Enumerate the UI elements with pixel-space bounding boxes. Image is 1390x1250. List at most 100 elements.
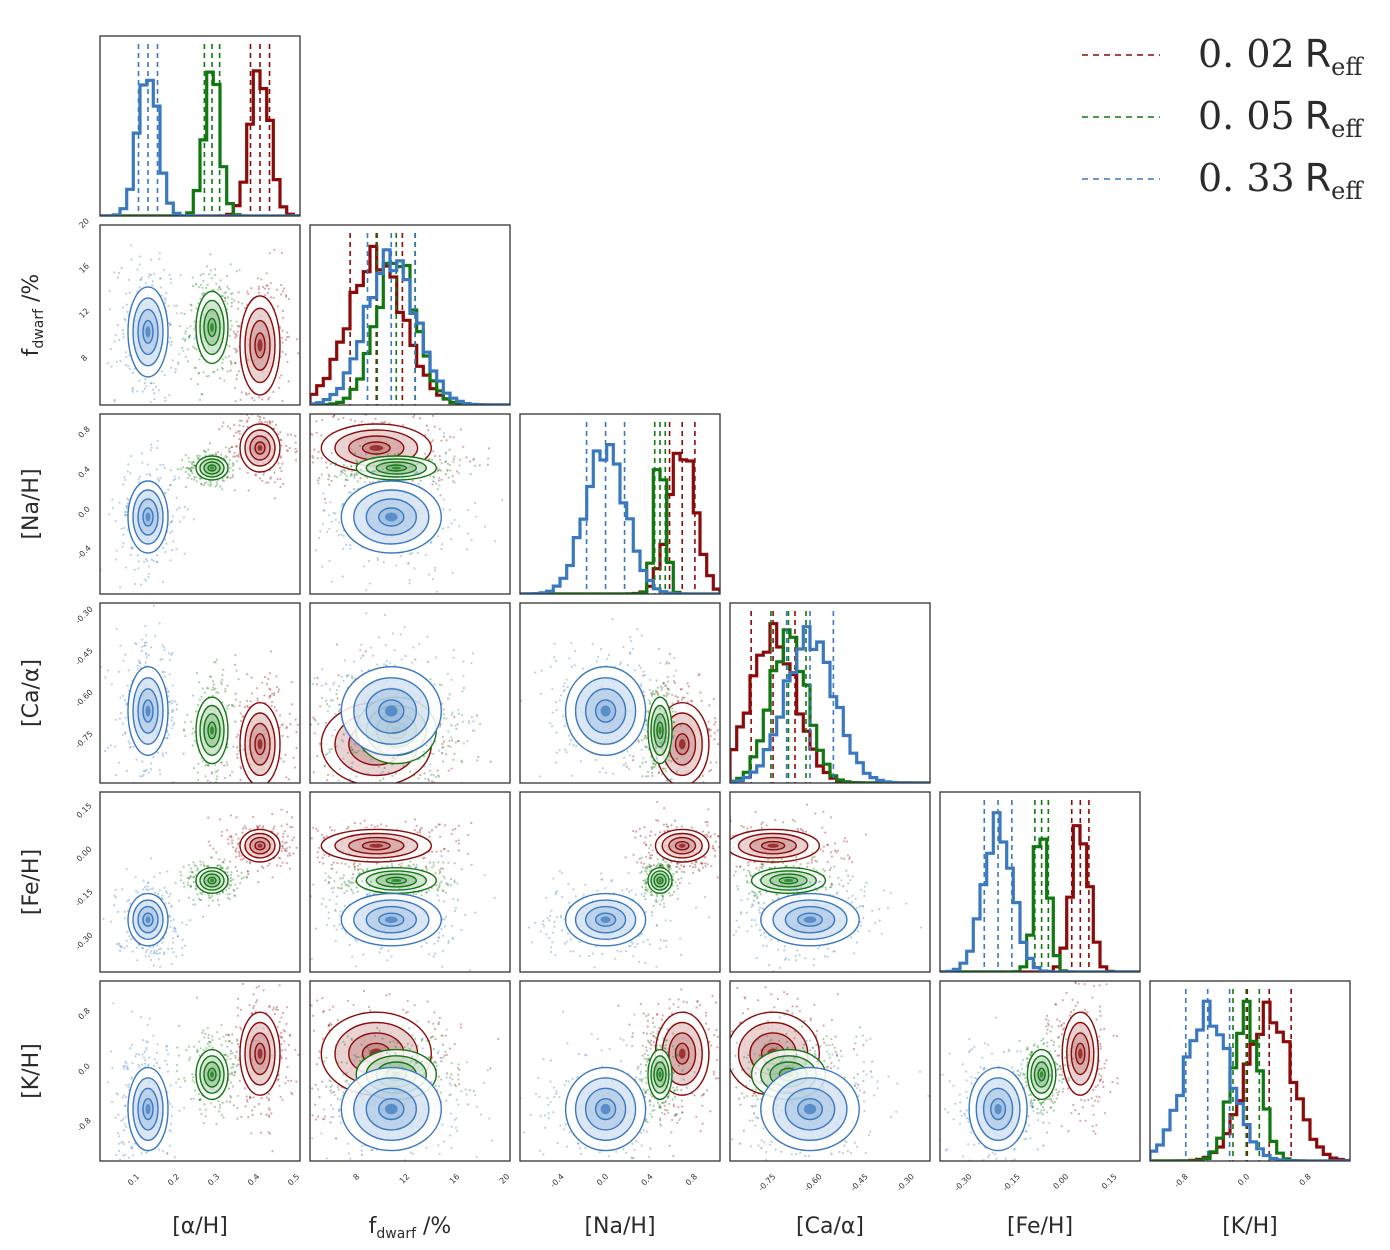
- scatter-point: [661, 686, 664, 690]
- scatter-point: [144, 378, 147, 381]
- y-tick-label: -0.30: [74, 605, 95, 626]
- scatter-point: [540, 669, 544, 672]
- scatter-point: [657, 647, 660, 650]
- scatter-point: [413, 567, 416, 570]
- scatter-point: [326, 703, 329, 706]
- scatter-point: [650, 766, 653, 769]
- scatter-point: [380, 421, 383, 424]
- contour-core: [210, 322, 214, 332]
- scatter-point: [268, 687, 271, 690]
- scatter-point: [413, 472, 416, 475]
- scatter-point: [233, 705, 236, 708]
- contour-core: [369, 445, 384, 451]
- panel-content: [102, 808, 298, 968]
- scatter-point: [203, 292, 206, 295]
- scatter-point: [342, 733, 345, 736]
- scatter-point: [147, 572, 150, 575]
- scatter-point: [323, 765, 326, 768]
- scatter-point: [266, 864, 269, 867]
- scatter-point: [432, 480, 435, 483]
- scatter-point: [224, 446, 227, 449]
- scatter-point: [201, 293, 204, 296]
- scatter-point: [366, 772, 369, 775]
- scatter-point: [250, 676, 253, 679]
- scatter-point: [262, 416, 265, 420]
- scatter-point: [227, 287, 230, 290]
- scatter-point: [652, 693, 655, 696]
- scatter-point: [175, 508, 179, 511]
- scatter-point: [453, 481, 456, 484]
- scatter-point: [115, 360, 118, 363]
- scatter-point: [260, 865, 264, 868]
- scatter-point: [235, 334, 238, 337]
- scatter-point: [332, 699, 335, 702]
- panel-ca-vs-fdwarf: [309, 602, 511, 862]
- scatter-point: [191, 732, 194, 735]
- scatter-point: [233, 332, 236, 335]
- scatter-point: [246, 290, 249, 293]
- scatter-point: [280, 439, 283, 442]
- panels-layer: 8121620-0.40.00.40.8-0.75-0.60-0.45-0.30…: [74, 35, 1351, 1193]
- scatter-point: [626, 750, 629, 753]
- scatter-point: [441, 527, 444, 530]
- scatter-point: [233, 423, 236, 427]
- scatter-point: [344, 478, 347, 481]
- scatter-point: [281, 350, 284, 353]
- scatter-point: [193, 347, 196, 350]
- scatter-point: [122, 336, 125, 339]
- scatter-point: [200, 393, 203, 396]
- scatter-point: [701, 774, 704, 778]
- scatter-point: [265, 481, 268, 484]
- scatter-point: [340, 675, 343, 679]
- scatter-point: [288, 802, 290, 804]
- scatter-point: [692, 797, 694, 799]
- scatter-point: [553, 656, 556, 659]
- scatter-point: [451, 571, 454, 575]
- scatter-point: [280, 444, 283, 447]
- scatter-point: [212, 371, 215, 374]
- scatter-point: [330, 452, 333, 455]
- scatter-point: [114, 334, 117, 337]
- scatter-point: [167, 341, 170, 344]
- scatter-point: [435, 656, 438, 659]
- scatter-point: [261, 479, 264, 482]
- scatter-point: [118, 338, 121, 341]
- scatter-point: [342, 740, 345, 743]
- scatter-point: [198, 398, 202, 401]
- scatter-point: [350, 751, 353, 754]
- scatter-point: [207, 687, 210, 690]
- scatter-point: [150, 768, 153, 771]
- scatter-point: [236, 324, 239, 327]
- scatter-point: [672, 757, 675, 760]
- scatter-point: [171, 716, 174, 719]
- scatter-point: [319, 705, 322, 708]
- scatter-point: [420, 860, 422, 862]
- scatter-point: [271, 813, 274, 816]
- scatter-point: [440, 439, 443, 442]
- scatter-point: [117, 271, 120, 275]
- scatter-point: [284, 295, 288, 298]
- scatter-point: [269, 694, 272, 698]
- scatter-point: [442, 708, 446, 711]
- panel-na-vs-fdwarf: [287, 413, 511, 595]
- scatter-point: [287, 429, 289, 431]
- scatter-point: [265, 826, 267, 828]
- scatter-point: [237, 678, 240, 681]
- scatter-point: [233, 489, 236, 492]
- scatter-point: [647, 709, 650, 713]
- scatter-point: [203, 449, 206, 452]
- scatter-point: [190, 304, 193, 307]
- scatter-point: [317, 482, 320, 485]
- scatter-point: [333, 462, 337, 465]
- scatter-point: [444, 460, 448, 463]
- scatter-point: [106, 362, 109, 365]
- scatter-point: [708, 770, 711, 773]
- scatter-point: [657, 796, 659, 798]
- scatter-point: [247, 794, 249, 796]
- scatter-point: [196, 771, 199, 774]
- scatter-point: [438, 455, 441, 458]
- scatter-point: [342, 416, 345, 419]
- scatter-point: [637, 740, 641, 744]
- scatter-point: [370, 758, 373, 761]
- scatter-point: [486, 463, 489, 466]
